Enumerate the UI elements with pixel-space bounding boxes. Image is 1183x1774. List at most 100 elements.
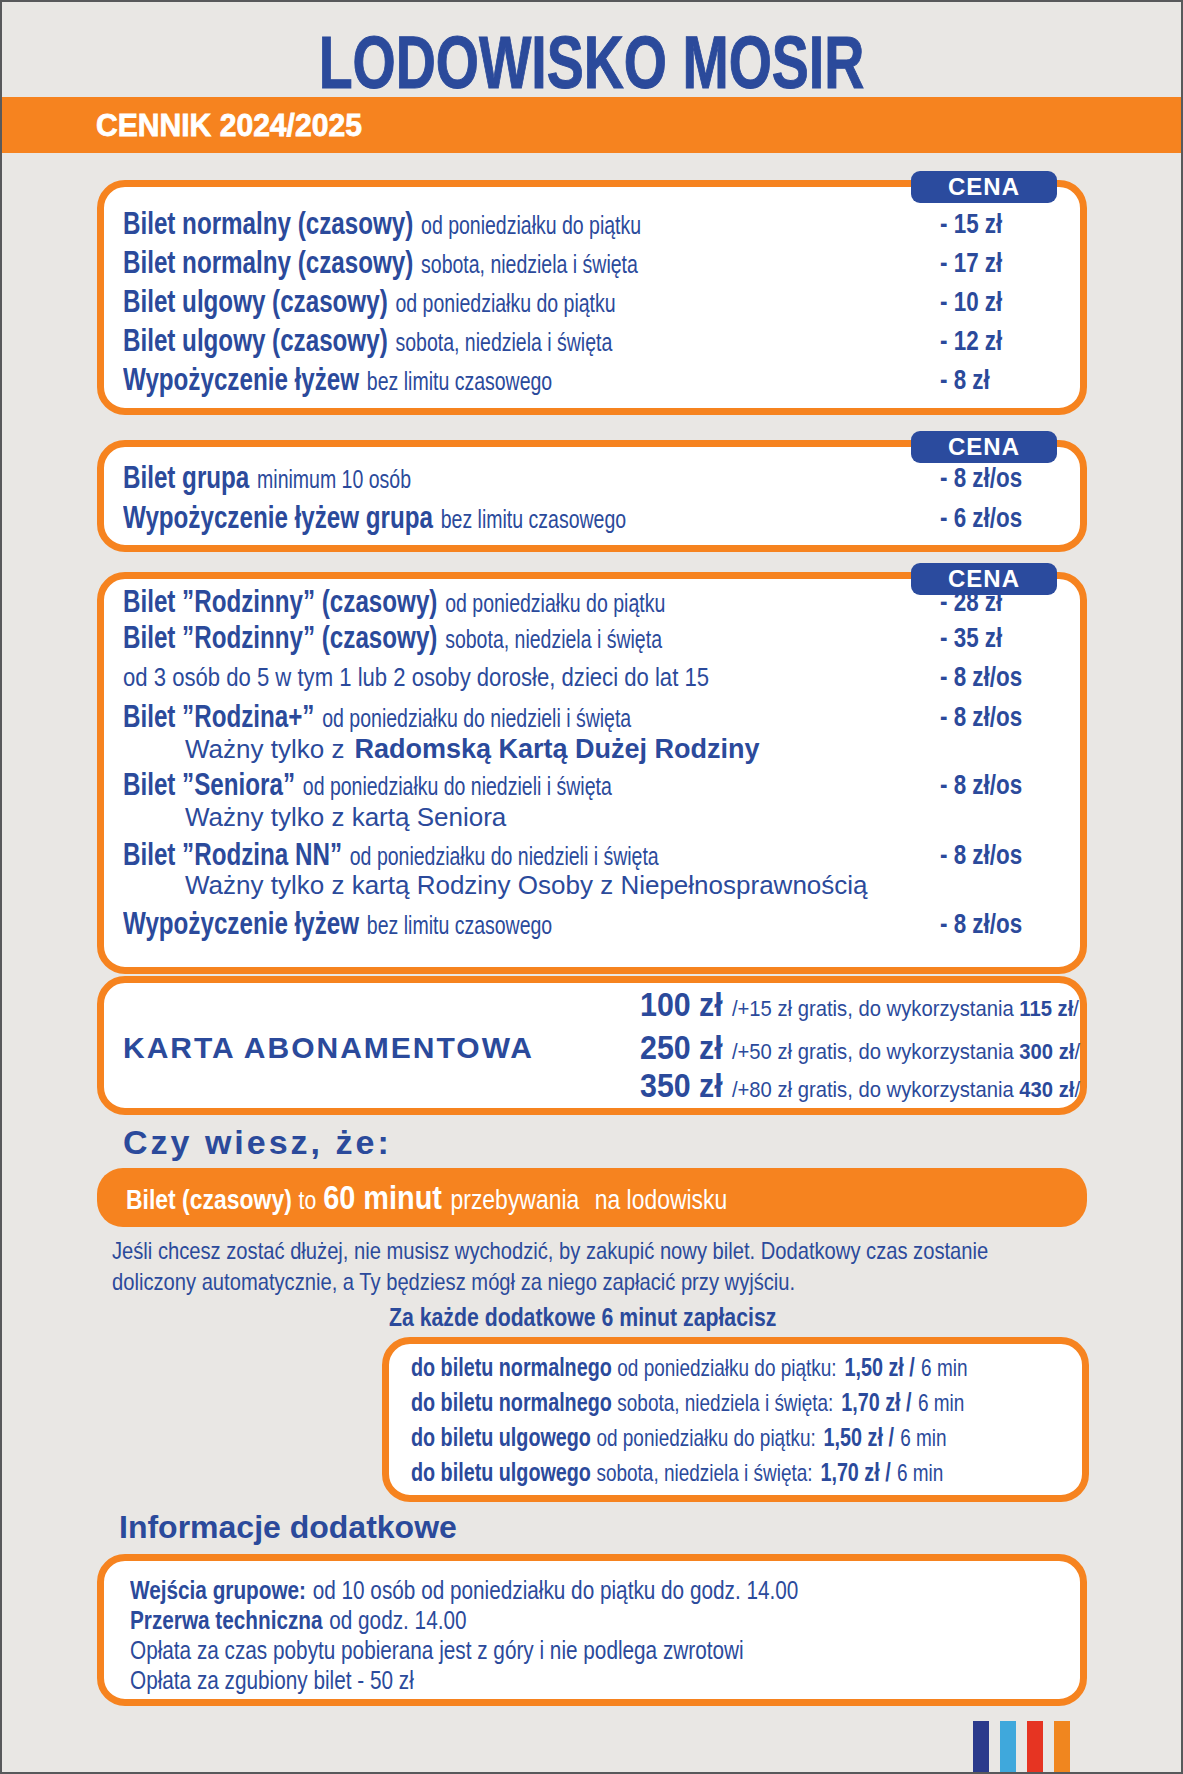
- subscription-label: KARTA ABONAMENTOWA: [123, 1028, 534, 1068]
- row-lead: Przerwa techniczna: [130, 1606, 323, 1634]
- price-row: Bilet ”Rodzinny” (czasowy) sobota, niedzi…: [104, 618, 1080, 658]
- row-sublabel: bez limitu czasowego: [367, 911, 552, 939]
- row-sublabel: od poniedziałku do niedzieli i święta: [322, 704, 631, 732]
- row-label: od 3 osób do 5 w tym 1 lub 2 osoby doros…: [123, 662, 709, 692]
- row-price: 1,70 zł /: [841, 1388, 911, 1416]
- row-rest: Opłata za zgubiony bilet - 50 zł: [130, 1666, 414, 1694]
- row-price: - 8 zł/os: [940, 904, 1022, 944]
- note-bold: Radomską Kartą Dużej Rodziny: [354, 734, 759, 764]
- price-row: Bilet ”Seniora”od poniedziałku do niedzi…: [104, 765, 1080, 805]
- banner-bold: Bilet (czasowy): [126, 1185, 292, 1215]
- row-price: 1,70 zł /: [820, 1458, 890, 1486]
- price-row: Bilet ulgowy (czasowy)od poniedziałku do…: [104, 282, 1080, 321]
- info-row: Wejścia grupowe:od 10 osób od poniedział…: [104, 1575, 1080, 1605]
- price-row: od 3 osób do 5 w tym 1 lub 2 osoby doros…: [104, 657, 1080, 697]
- extra-time-paragraph: Jeśli chcesz zostać dłużej, nie musisz w…: [112, 1235, 1053, 1297]
- banner-rest: przebywania: [450, 1185, 579, 1215]
- row-price: - 8 zł/os: [940, 697, 1022, 737]
- info-row: Przerwa technicznaod godz. 14.00: [104, 1605, 1080, 1635]
- info-row: Opłata za czas pobytu pobierana jest z g…: [104, 1635, 1080, 1665]
- price-row: Wypożyczenie łyżew bez limitu czasowego -…: [104, 904, 1080, 944]
- footer-bar-darkblue: [973, 1721, 989, 1774]
- extra-minutes-box: do biletu normalnegood poniedziałku do p…: [382, 1337, 1089, 1502]
- row-bold: do biletu normalnego: [411, 1353, 612, 1381]
- row-rest: od 10 osób od poniedziałku do piątku do …: [313, 1576, 799, 1604]
- ticket-time-banner: Bilet (czasowy)to60 minut przebywania na l…: [97, 1168, 1087, 1227]
- row-price: 1,50 zł /: [844, 1353, 914, 1381]
- row-price: - 8 zł/os: [940, 835, 1022, 875]
- note-text: Ważny tylko z kartą Seniora: [185, 802, 506, 832]
- row-sublabel: sobota, niedziela i święta: [395, 328, 612, 356]
- page-title: LODOWISKO MOSIR: [149, 20, 1033, 105]
- row-price: - 17 zł: [940, 243, 1002, 282]
- row-sublabel: od poniedziałku do niedzieli i święta: [303, 772, 612, 800]
- price-row: Wypożyczenie łyżewbez limitu czasowego -…: [104, 360, 1080, 399]
- row-label: Bilet grupa: [123, 460, 249, 495]
- row-price: - 35 zł: [940, 618, 1002, 658]
- row-label: Bilet normalny (czasowy): [123, 245, 413, 280]
- tier-desc: /+80 zł gratis, do wykorzystania: [732, 1077, 1014, 1102]
- row-price: - 15 zł: [940, 204, 1002, 243]
- row-label: Bilet ”Rodzina+”: [123, 699, 314, 734]
- row-price: - 6 zł/os: [940, 498, 1022, 538]
- cena-badge: CENA: [911, 171, 1057, 203]
- banner-rest: na lodowisku: [595, 1185, 728, 1215]
- extra-minutes-row: do biletu normalnegosobota, niedziela i …: [389, 1385, 1082, 1420]
- price-row: Bilet normalny (czasowy)od poniedziałku …: [104, 204, 1080, 243]
- row-sublabel: sobota, niedziela i święta: [421, 250, 638, 278]
- note-text: Ważny tylko z kartą Rodziny Osoby z Niep…: [185, 870, 868, 900]
- footer-bar-lightblue: [1000, 1721, 1016, 1774]
- row-tail: 6 min: [897, 1459, 943, 1486]
- row-label: Bilet ulgowy (czasowy): [123, 323, 388, 358]
- tier-total: 300 zł: [1019, 1039, 1074, 1064]
- row-sublabel: od poniedziałku do piątku: [445, 589, 665, 617]
- tier-amount: 100 zł: [640, 986, 723, 1023]
- price-row: Bilet normalny (czasowy) sobota, niedziel…: [104, 243, 1080, 282]
- price-box-group: CENA Bilet grupaminimum 10 osób - 8 zł/o…: [97, 440, 1087, 552]
- row-price: 1,50 zł /: [824, 1423, 894, 1451]
- row-label: Bilet ”Rodzinny” (czasowy): [123, 584, 437, 619]
- tier-desc: /+50 zł gratis, do wykorzystania: [732, 1039, 1014, 1064]
- row-label: Bilet ”Rodzina NN”: [123, 837, 342, 872]
- banner-big: 60 minut: [323, 1178, 442, 1216]
- subscription-tier: 100 zł/+15 zł gratis, do wykorzystania11…: [640, 985, 1079, 1025]
- tier-amount: 250 zł: [640, 1029, 723, 1066]
- tier-slash: /: [1073, 996, 1079, 1021]
- subscription-tier: 350 zł /+80 zł gratis, do wykorzystania43…: [640, 1066, 1080, 1106]
- tier-amount: 350 zł: [640, 1067, 723, 1104]
- row-tail: 6 min: [921, 1354, 967, 1381]
- tier-total: 115 zł: [1019, 996, 1073, 1021]
- extra-minutes-heading: Za każde dodatkowe 6 minut zapłacisz: [389, 1302, 776, 1332]
- row-tail: 6 min: [918, 1389, 964, 1416]
- row-bold: do biletu normalnego: [411, 1388, 612, 1416]
- extra-minutes-row: do biletu ulgowegosobota, niedziela i św…: [389, 1455, 1082, 1490]
- row-label: Bilet ”Rodzinny” (czasowy): [123, 620, 437, 655]
- row-sublabel: sobota, niedziela i święta: [445, 625, 662, 653]
- footer-bar-red: [1027, 1721, 1043, 1774]
- row-note: Ważny tylko z kartą Rodziny Osoby z Niep…: [104, 870, 1080, 900]
- row-note: Ważny tylko z kartą Seniora: [104, 802, 1080, 832]
- tier-total: 430 zł: [1019, 1077, 1074, 1102]
- footer-bar-orange: [1054, 1721, 1070, 1774]
- price-row: Bilet ulgowy (czasowy)sobota, niedziela …: [104, 321, 1080, 360]
- price-row: Bilet ”Rodzina+” od poniedziałku do niedz…: [104, 697, 1080, 737]
- season-band: CENNIK 2024/2025: [0, 97, 1183, 153]
- row-label: Wypożyczenie łyżew: [123, 906, 359, 941]
- row-label: Bilet normalny (czasowy): [123, 206, 413, 241]
- tier-slash: /: [1074, 1077, 1080, 1102]
- row-lead: Wejścia grupowe:: [130, 1576, 306, 1604]
- price-box-standard: CENA Bilet normalny (czasowy)od poniedzi…: [97, 180, 1087, 415]
- info-box: Wejścia grupowe:od 10 osób od poniedział…: [97, 1554, 1087, 1706]
- price-box-family: CENA Bilet ”Rodzinny” (czasowy)od ponied…: [97, 572, 1087, 974]
- banner-mid: to: [299, 1186, 317, 1214]
- row-tail: 6 min: [900, 1424, 946, 1451]
- row-rest: Opłata za czas pobytu pobierana jest z g…: [130, 1636, 744, 1664]
- info-heading: Informacje dodatkowe: [119, 1509, 457, 1545]
- row-sublabel: bez limitu czasowego: [441, 505, 626, 533]
- row-sublabel: bez limitu czasowego: [367, 367, 552, 395]
- row-price: - 8 zł/os: [940, 657, 1022, 697]
- row-price: - 12 zł: [940, 321, 1002, 360]
- row-bold: do biletu ulgowego: [411, 1423, 591, 1451]
- row-price: - 8 zł/os: [940, 765, 1022, 805]
- row-note: Ważny tylko zRadomską Kartą Dużej Rodzin…: [104, 734, 1080, 764]
